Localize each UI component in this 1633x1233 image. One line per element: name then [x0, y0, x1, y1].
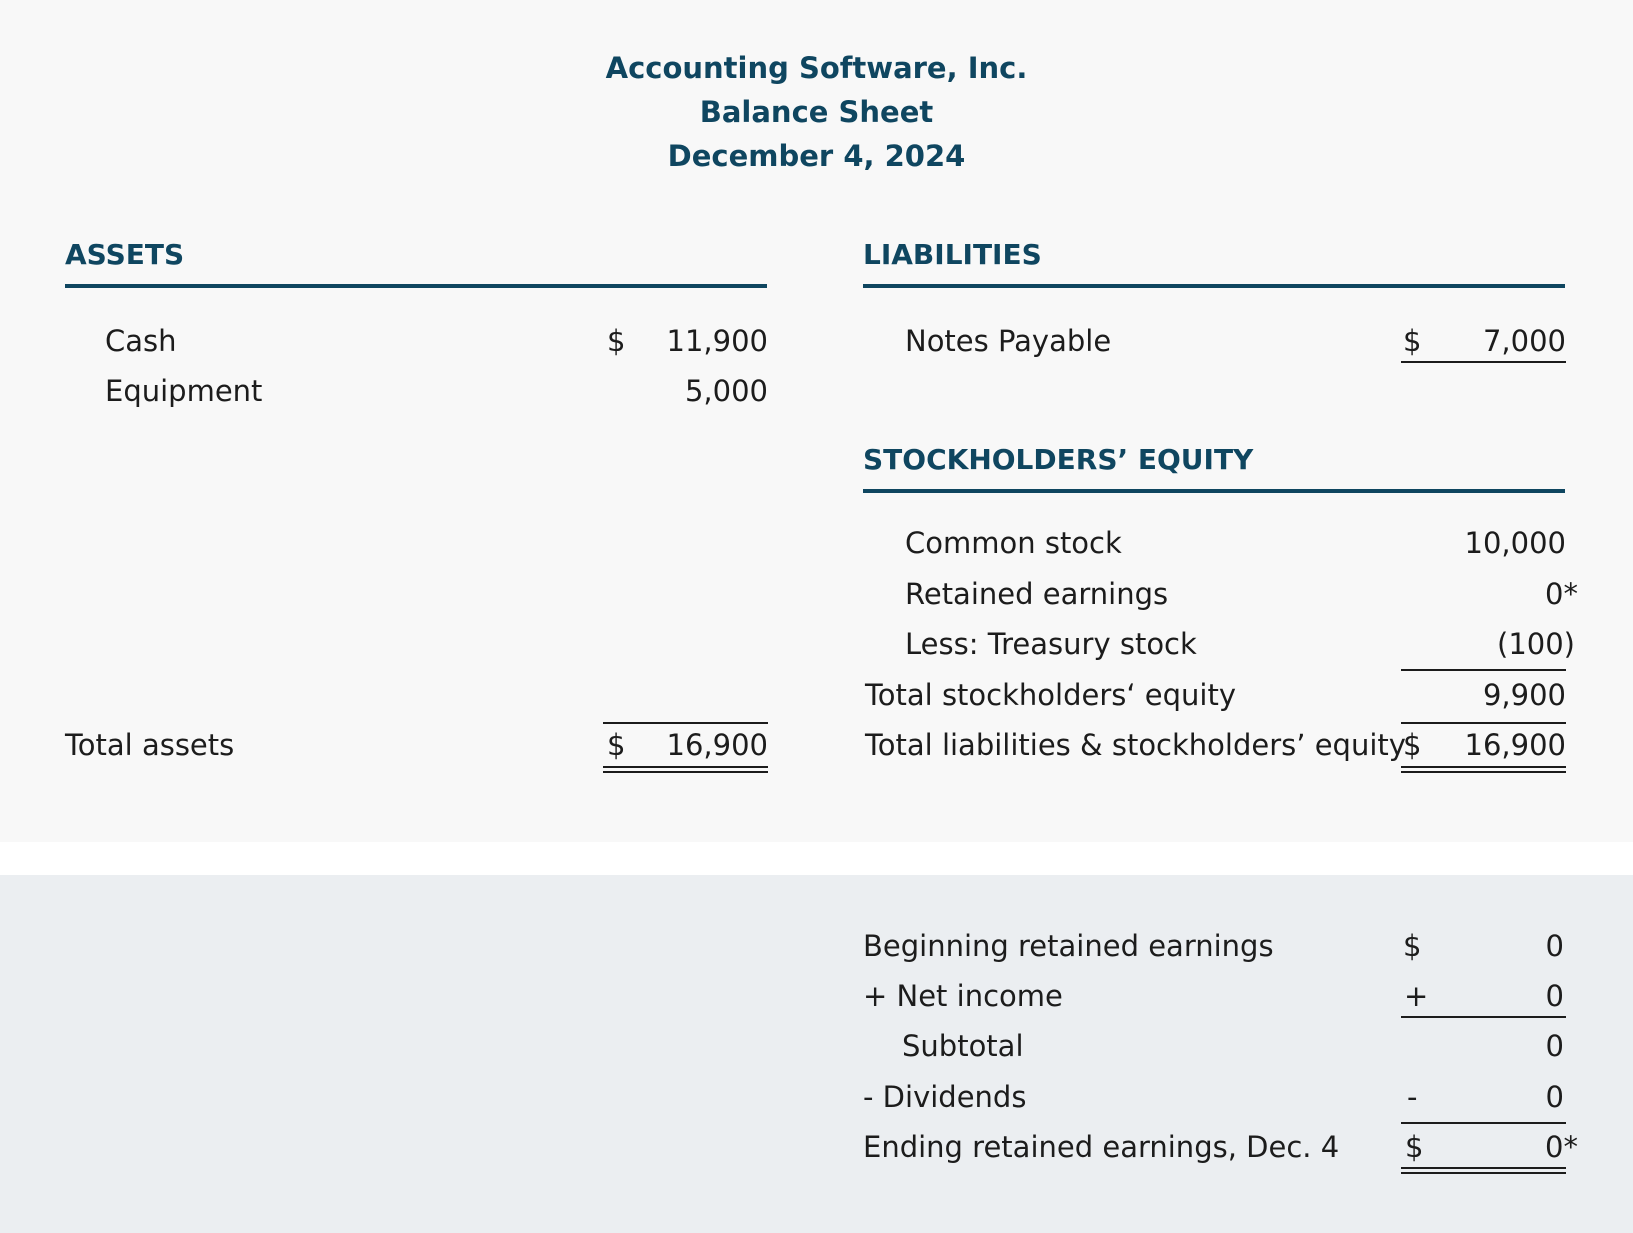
- beginning-retained-earnings-value: 0: [1545, 929, 1564, 963]
- report-date: December 4, 2024: [667, 139, 966, 173]
- equipment-value: 5,000: [684, 374, 768, 408]
- total-assets-double-rule: [603, 766, 768, 773]
- treasury-stock-rule: [1401, 669, 1566, 671]
- beginning-retained-earnings-sign: $: [1403, 929, 1422, 963]
- net-income-value: 0: [1545, 979, 1564, 1013]
- subtotal-value: 0: [1545, 1029, 1564, 1063]
- beginning-retained-earnings-label: Beginning retained earnings: [863, 929, 1274, 963]
- dividends-sign: -: [1407, 1080, 1418, 1114]
- total-assets-top-rule: [603, 722, 768, 724]
- treasury-stock-label: Less: Treasury stock: [905, 627, 1197, 661]
- dividends-rule: [1401, 1122, 1566, 1124]
- ending-retained-earnings-sign: $: [1405, 1130, 1424, 1164]
- total-equity-rule: [1401, 722, 1566, 724]
- total-assets-label: Total assets: [65, 728, 235, 762]
- cash-value: 11,900: [666, 324, 768, 358]
- net-income-rule: [1401, 1016, 1566, 1018]
- notes-payable-value: 7,000: [1482, 324, 1566, 358]
- dividends-label: - Dividends: [863, 1080, 1027, 1114]
- treasury-stock-value: (100): [1497, 627, 1575, 661]
- assets-heading: ASSETS: [65, 238, 185, 271]
- net-income-label: + Net income: [863, 979, 1063, 1013]
- equipment-label: Equipment: [105, 374, 263, 408]
- total-equity-label: Total stockholders‘ equity: [865, 678, 1237, 712]
- liabilities-heading-rule: [863, 284, 1565, 288]
- ending-retained-earnings-label: Ending retained earnings, Dec. 4: [863, 1130, 1340, 1164]
- total-liabilities-equity-currency: $: [1403, 728, 1422, 762]
- subtotal-label: Subtotal: [902, 1029, 1024, 1063]
- liabilities-heading: LIABILITIES: [863, 238, 1042, 271]
- total-liabilities-equity-value: 16,900: [1464, 728, 1566, 762]
- total-liabilities-equity-label: Total liabilities & stockholders’ equity: [865, 728, 1406, 762]
- common-stock-value: 10,000: [1464, 526, 1566, 560]
- retained-earnings-panel: [0, 875, 1633, 1233]
- notes-payable-label: Notes Payable: [905, 324, 1112, 358]
- dividends-value: 0: [1545, 1080, 1564, 1114]
- total-liabilities-equity-double-rule: [1401, 766, 1566, 773]
- notes-payable-rule: [1401, 361, 1566, 363]
- equity-heading: STOCKHOLDERS’ EQUITY: [863, 443, 1254, 476]
- total-assets-currency: $: [607, 728, 626, 762]
- company-name: Accounting Software, Inc.: [605, 51, 1028, 85]
- total-assets-value: 16,900: [666, 728, 768, 762]
- common-stock-label: Common stock: [905, 526, 1122, 560]
- equity-heading-rule: [863, 489, 1565, 493]
- retained-earnings-label: Retained earnings: [905, 577, 1169, 611]
- ending-retained-earnings-value: 0*: [1545, 1130, 1578, 1164]
- report-title: Balance Sheet: [699, 95, 934, 129]
- balance-sheet-panel: [0, 0, 1633, 842]
- ending-retained-earnings-double-rule: [1401, 1167, 1566, 1174]
- cash-currency: $: [607, 324, 626, 358]
- assets-heading-rule: [65, 284, 767, 288]
- total-equity-value: 9,900: [1482, 678, 1566, 712]
- retained-earnings-value: 0*: [1545, 577, 1578, 611]
- cash-label: Cash: [105, 324, 177, 358]
- notes-payable-currency: $: [1403, 324, 1422, 358]
- net-income-sign: +: [1404, 979, 1429, 1013]
